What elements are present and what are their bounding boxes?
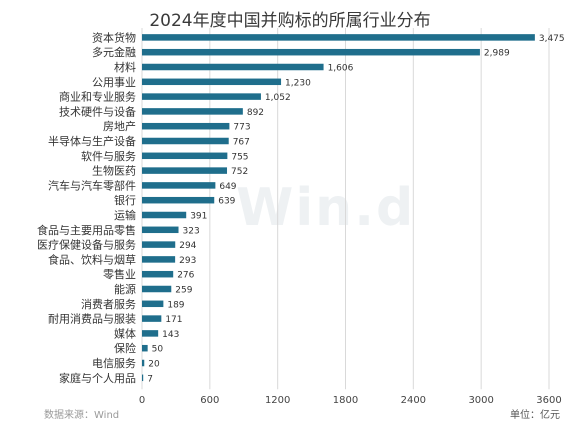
category-label: 商业和专业服务 — [59, 90, 136, 104]
value-label: 639 — [218, 197, 235, 207]
category-label: 电信服务 — [92, 357, 136, 370]
x-tick-label: 1800 — [333, 395, 358, 406]
category-label: 零售业 — [103, 267, 136, 281]
category-label: 技术硬件与设备 — [59, 104, 136, 118]
value-label: 189 — [167, 300, 184, 310]
bar — [142, 300, 164, 308]
category-label: 媒体 — [114, 326, 136, 340]
bar — [142, 63, 324, 71]
value-label: 143 — [162, 330, 179, 340]
value-label: 773 — [233, 123, 250, 133]
x-tick-label: 1200 — [265, 395, 290, 406]
category-label: 食品、饮料与烟草 — [48, 252, 136, 266]
value-label: 752 — [231, 167, 248, 177]
bar — [142, 34, 535, 41]
bar — [142, 152, 228, 160]
bar — [142, 78, 282, 86]
gridlines — [141, 28, 550, 390]
category-label: 保险 — [114, 341, 136, 355]
category-label: 房地产 — [103, 119, 136, 133]
bar — [142, 241, 176, 248]
bar — [142, 211, 187, 219]
value-label: 1,230 — [285, 78, 311, 88]
category-label: 食品与主要用品零售 — [37, 223, 136, 237]
category-label: 能源 — [114, 282, 136, 296]
chart-title: 2024年度中国并购标的所属行业分布 — [149, 11, 431, 31]
value-label: 7 — [147, 374, 153, 384]
value-label: 20 — [148, 360, 160, 370]
bar — [142, 315, 162, 322]
bar — [142, 137, 229, 145]
bar — [142, 226, 179, 234]
x-axis-ticks: 0 600 1200 1800 2400 3000 3600 — [139, 395, 562, 406]
bar — [142, 256, 176, 263]
value-label: 3,475 — [539, 34, 565, 44]
x-tick-label: 2400 — [401, 395, 426, 406]
bar — [142, 182, 216, 189]
category-label: 汽车与汽车零部件 — [48, 178, 136, 192]
value-label: 1,606 — [328, 64, 354, 74]
bar — [142, 122, 230, 130]
x-tick-label: 3000 — [468, 395, 493, 406]
source-note: 数据来源：Wind — [44, 410, 120, 421]
value-label: 259 — [175, 286, 192, 296]
value-label: 755 — [231, 152, 248, 162]
x-tick-label: 0 — [139, 395, 145, 406]
category-label: 消费者服务 — [81, 297, 136, 311]
value-label: 391 — [190, 212, 207, 222]
value-label: 276 — [177, 271, 194, 281]
value-label: 293 — [179, 256, 196, 266]
category-label: 多元金融 — [92, 45, 136, 59]
value-label: 171 — [165, 315, 182, 325]
value-label: 767 — [233, 138, 250, 148]
bar — [142, 93, 261, 100]
bar — [142, 359, 145, 367]
value-label: 892 — [247, 108, 264, 118]
value-label: 1,052 — [265, 93, 291, 103]
value-label: 294 — [179, 241, 196, 251]
category-label: 生物医药 — [92, 164, 136, 178]
category-label: 医疗保健设备与服务 — [37, 238, 136, 252]
bar — [142, 330, 159, 337]
bar — [142, 108, 243, 115]
value-label: 50 — [152, 345, 164, 355]
category-label: 资本货物 — [92, 30, 136, 44]
category-labels: 资本货物多元金融材料公用事业商业和专业服务技术硬件与设备房地产半导体与生产设备软… — [37, 30, 136, 384]
x-tick-label: 600 — [200, 395, 219, 406]
x-tick-label: 3600 — [536, 395, 561, 406]
category-label: 材料 — [114, 60, 136, 74]
category-label: 半导体与生产设备 — [48, 134, 136, 148]
category-label: 公用事业 — [92, 76, 136, 89]
bar — [142, 285, 172, 293]
category-label: 软件与服务 — [81, 149, 136, 163]
category-label: 家庭与个人用品 — [59, 371, 136, 385]
wind-watermark: Win.d — [236, 178, 416, 238]
category-label: 银行 — [114, 193, 136, 207]
bar — [142, 167, 228, 174]
bar — [142, 344, 148, 352]
value-label: 2,989 — [484, 49, 510, 59]
value-label: 649 — [219, 182, 236, 192]
bar — [142, 48, 480, 56]
bar — [142, 270, 174, 278]
bar — [142, 374, 144, 382]
unit-note: 单位：亿元 — [510, 410, 560, 421]
category-label: 耐用消费品与服装 — [48, 312, 136, 326]
category-label: 运输 — [114, 208, 136, 222]
bars — [142, 34, 535, 382]
bar — [142, 196, 215, 204]
value-label: 323 — [183, 226, 200, 236]
